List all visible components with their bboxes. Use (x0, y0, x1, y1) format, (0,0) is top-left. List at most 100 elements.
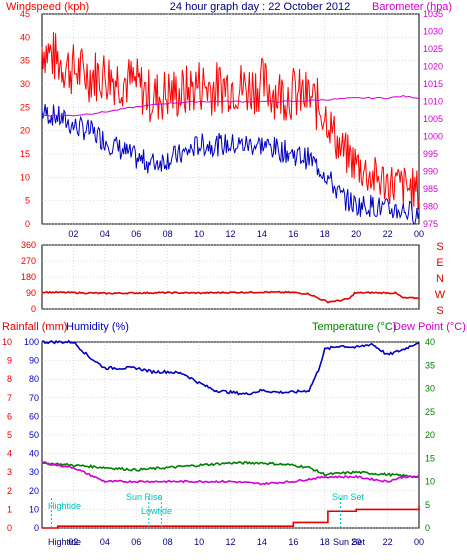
rainfall-tick: 1 (7, 504, 12, 514)
humidity-tick: 30 (29, 467, 39, 477)
direction-label-w: W (435, 289, 446, 301)
windspeed-tick: 35 (20, 56, 30, 66)
barometer-tick: 980 (423, 202, 438, 212)
x-tick-label: 20 (351, 229, 361, 239)
temperature-tick: 30 (425, 384, 435, 394)
graph-title: 24 hour graph day : 22 October 2012 (170, 1, 350, 13)
windspeed-tick: 45 (20, 9, 30, 19)
barometer-tick: 995 (423, 149, 438, 159)
rainfall-tick: 4 (7, 449, 12, 459)
windspeed-tick: 15 (20, 149, 30, 159)
x-tick-label: 00 (414, 229, 424, 239)
barometer-line (41, 95, 420, 117)
dewpoint-header: Dew Point (°C) (393, 321, 466, 333)
windspeed-tick: 0 (25, 219, 30, 229)
gridlines (42, 13, 419, 529)
x-tick-label: 02 (68, 229, 78, 239)
humidity-tick: 100 (24, 337, 39, 347)
humidity-tick: 50 (29, 430, 39, 440)
rainfall-line (42, 505, 420, 529)
temperature-header: Temperature (°C) (312, 321, 396, 333)
x-tick-label: 04 (100, 229, 110, 239)
windspeed-tick: 25 (20, 102, 30, 112)
event-sunset-label: Sun Set (332, 492, 365, 502)
barometer-tick: 1020 (423, 62, 443, 72)
direction-tick: 360 (21, 240, 36, 250)
x-tick-label: 10 (194, 229, 204, 239)
humidity-tick: 10 (29, 504, 39, 514)
x-tick-label: 02 (68, 537, 78, 547)
humidity-tick: 40 (29, 449, 39, 459)
x-tick-label: 10 (194, 537, 204, 547)
temperature-tick: 35 (425, 360, 435, 370)
x-tick-label: 16 (288, 229, 298, 239)
windspeed-tick: 10 (20, 172, 30, 182)
barometer-tick: 1025 (423, 44, 443, 54)
x-tick-label: 04 (100, 537, 110, 547)
bottom-sunset-label: Sun Set (333, 537, 366, 547)
direction-label-e: E (436, 257, 443, 269)
wind-direction-line (41, 290, 420, 304)
barometer-tick: 1005 (423, 114, 443, 124)
barometer-tick: 990 (423, 167, 438, 177)
event-markers (50, 498, 341, 528)
data-series (41, 32, 420, 529)
direction-tick: 270 (21, 256, 36, 266)
temperature-tick: 20 (425, 430, 435, 440)
x-tick-label: 22 (383, 537, 393, 547)
temperature-tick: 5 (425, 500, 430, 510)
x-tick-label: 08 (163, 229, 173, 239)
humidity-tick: 0 (34, 523, 39, 533)
bottom-hightide-label: Hightide (48, 537, 81, 547)
windspeed-tick: 20 (20, 126, 30, 136)
direction-label-s-bottom: S (436, 305, 443, 317)
barometer-tick: 975 (423, 219, 438, 229)
direction-label-s-top: S (436, 241, 443, 253)
windspeed-tick: 30 (20, 79, 30, 89)
rainfall-tick: 3 (7, 467, 12, 477)
event-lowtide-label: Lowtide (141, 506, 172, 516)
x-tick-label: 06 (131, 229, 141, 239)
rainfall-tick: 5 (7, 430, 12, 440)
x-tick-label: 18 (320, 229, 330, 239)
x-tick-label: 00 (414, 537, 424, 547)
event-sunrise-label: Sun Rise (126, 492, 163, 502)
barometer-tick: 1035 (423, 9, 443, 19)
humidity-header: Humidity (%) (66, 321, 129, 333)
rainfall-tick: 0 (7, 523, 12, 533)
x-tick-label: 12 (225, 229, 235, 239)
x-tick-label: 14 (257, 229, 267, 239)
temperature-tick: 25 (425, 407, 435, 417)
x-tick-label: 22 (383, 229, 393, 239)
x-tick-label: 20 (351, 537, 361, 547)
rainfall-tick: 8 (7, 374, 12, 384)
rainfall-tick: 7 (7, 393, 12, 403)
humidity-tick: 90 (29, 356, 39, 366)
x-tick-label: 16 (288, 537, 298, 547)
x-tick-label: 06 (131, 537, 141, 547)
humidity-tick: 60 (29, 411, 39, 421)
direction-tick: 0 (31, 304, 36, 314)
barometer-tick: 1000 (423, 132, 443, 142)
tick-labels: 0202040406060808101012121414161618182020… (2, 9, 443, 547)
temperature-line (41, 460, 420, 479)
event-hightide-label: Hightide (48, 501, 81, 511)
windspeed-gust-line (41, 32, 420, 211)
temperature-tick: 10 (425, 477, 435, 487)
rainfall-tick: 10 (2, 337, 12, 347)
dewpoint-line (41, 461, 420, 486)
temperature-tick: 15 (425, 453, 435, 463)
rainfall-tick: 2 (7, 486, 12, 496)
windspeed-tick: 40 (20, 32, 30, 42)
barometer-tick: 1010 (423, 97, 443, 107)
rainfall-tick: 6 (7, 411, 12, 421)
direction-tick: 180 (21, 272, 36, 282)
barometer-header: Barometer (hpa) (372, 1, 452, 13)
barometer-tick: 1015 (423, 79, 443, 89)
windspeed-header: Windspeed (kph) (6, 1, 89, 13)
x-tick-label: 08 (163, 537, 173, 547)
barometer-tick: 985 (423, 184, 438, 194)
direction-label-n: N (436, 273, 444, 285)
